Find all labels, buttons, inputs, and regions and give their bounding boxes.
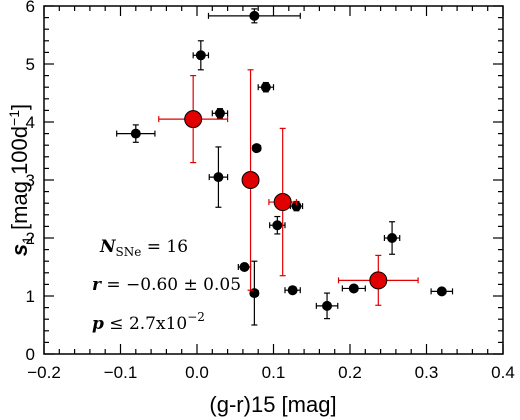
p-annotation: p ≤ 2.7x10−2 (92, 310, 205, 334)
x-tick-label: 0.0 (185, 363, 209, 382)
black-point (348, 283, 359, 294)
red-point (184, 110, 203, 129)
black-point (322, 300, 333, 311)
y-axis-subscript: 1 (19, 236, 35, 244)
x-tick-label: 0.4 (491, 363, 515, 382)
y-axis-symbol: s (7, 244, 32, 256)
plot-frame (43, 5, 504, 355)
y-axis-title: s1 [mag 100d−1] (6, 104, 35, 256)
y-tick-label: 0 (26, 345, 35, 364)
black-point (239, 262, 250, 272)
y-axis-unit-exponent: −1 (6, 110, 22, 126)
black-point (291, 201, 302, 212)
black-point (287, 285, 298, 296)
black-point (214, 108, 225, 119)
y-tick-labels: 0 1 2 3 4 5 6 (26, 0, 35, 364)
x-axis-title: (g-r)15 [mag] (209, 392, 336, 417)
red-point (241, 171, 260, 189)
red-series (158, 69, 419, 306)
stats-annotation: NSNe = 16 r = −0.60 ± 0.05 p ≤ 2.7x10−2 (92, 237, 241, 334)
red-point (273, 193, 292, 212)
x-tick-label: 0.1 (262, 363, 286, 382)
y-tick-label: 1 (26, 287, 35, 306)
black-point (249, 10, 260, 21)
black-point (387, 233, 398, 243)
r-annotation: r = −0.60 ± 0.05 (92, 275, 241, 295)
y-axis-close: ] (7, 104, 32, 110)
x-tick-label: 0.2 (338, 363, 362, 382)
black-point (260, 82, 271, 93)
black-point (195, 50, 206, 61)
data-marks (116, 8, 454, 326)
n-sne-annotation: NSNe = 16 (99, 237, 188, 259)
black-series (116, 8, 454, 326)
y-tick-label: 3 (26, 171, 35, 190)
black-point (272, 220, 283, 231)
y-tick-label: 4 (26, 113, 35, 132)
black-point (251, 143, 262, 154)
x-tick-label: 0.3 (415, 363, 439, 382)
red-point (369, 271, 388, 290)
y-tick-label: 6 (26, 0, 35, 16)
y-tick-label: 2 (26, 229, 35, 248)
black-point (130, 128, 141, 139)
y-tick-label: 5 (26, 55, 35, 74)
x-tick-labels: −0.2 −0.1 0.0 0.1 0.2 0.3 0.4 (27, 363, 515, 382)
axis-ticks (43, 5, 504, 355)
x-tick-label: −0.1 (104, 363, 138, 382)
x-tick-label: −0.2 (27, 363, 61, 382)
y-axis-unit: [mag 100d (7, 126, 32, 236)
black-point (436, 286, 447, 297)
black-point (213, 172, 224, 183)
